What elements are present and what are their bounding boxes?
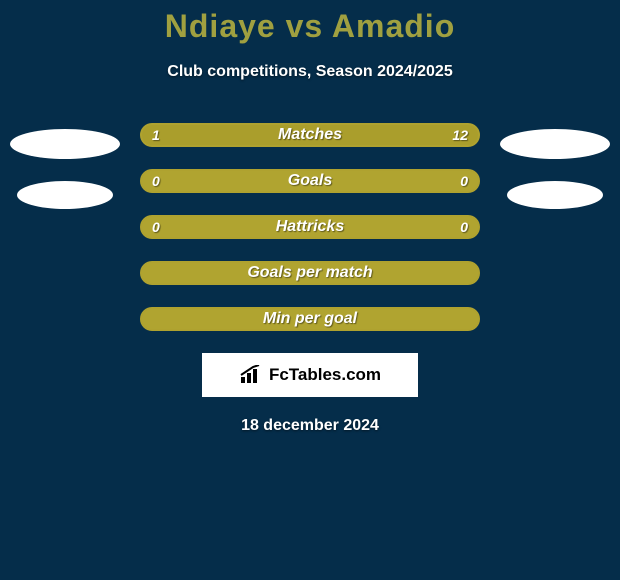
stat-bar: 112Matches [140, 123, 480, 147]
avatar-column-left [10, 123, 120, 209]
stat-label: Goals [142, 171, 478, 191]
avatar-right-2 [507, 181, 603, 209]
stat-bar: 00Goals [140, 169, 480, 193]
avatar-right-1 [500, 129, 610, 159]
stat-label: Hattricks [142, 217, 478, 237]
stat-label: Min per goal [142, 309, 478, 329]
stat-bar: Goals per match [140, 261, 480, 285]
date-line: 18 december 2024 [0, 417, 620, 435]
chart-icon [239, 365, 265, 385]
stats-area: 112Matches 00Goals 00Hattricks Goals per ma… [0, 123, 620, 331]
avatar-left-2 [17, 181, 113, 209]
stat-bars: 112Matches 00Goals 00Hattricks Goals per ma… [140, 123, 480, 331]
stat-bar: 00Hattricks [140, 215, 480, 239]
stat-label: Goals per match [142, 263, 478, 283]
avatar-column-right [500, 123, 610, 209]
page-title: Ndiaye vs Amadio [0, 0, 620, 45]
stat-bar: Min per goal [140, 307, 480, 331]
subtitle: Club competitions, Season 2024/2025 [0, 63, 620, 81]
comparison-card: Ndiaye vs Amadio Club competitions, Seas… [0, 0, 620, 580]
brand-box: FcTables.com [202, 353, 418, 397]
brand-text: FcTables.com [269, 365, 381, 385]
stat-label: Matches [142, 125, 478, 145]
avatar-left-1 [10, 129, 120, 159]
